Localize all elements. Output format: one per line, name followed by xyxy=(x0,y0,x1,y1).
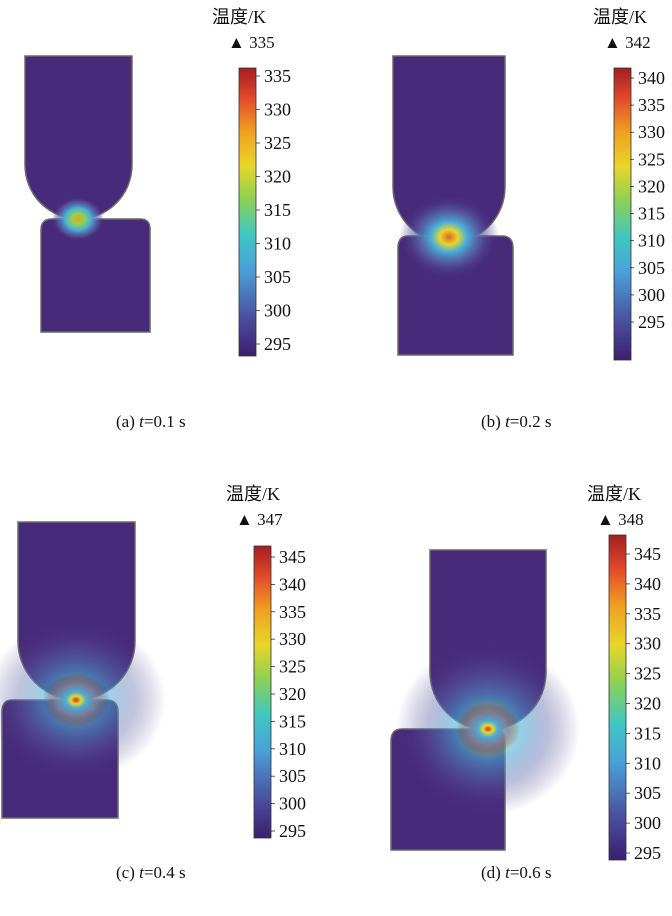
caption-a-value: =0.1 s xyxy=(143,412,186,431)
colorbar-tick-label: 320 xyxy=(279,684,306,704)
colorbar-tick-label: 325 xyxy=(279,657,306,677)
panel-c-unit-label: 温度/K xyxy=(226,484,280,504)
caption-a-prefix: (a) xyxy=(116,412,140,431)
panel-a-tick-labels: 335 330 325 320 315 310 305 300 295 xyxy=(256,66,291,354)
colorbar-tick-label: 330 xyxy=(634,634,661,654)
panel-d-tick-labels: 345 340 335 330 325 320 315 310 305 300 295 xyxy=(626,544,661,863)
colorbar-tick-label: 345 xyxy=(279,547,306,567)
panel-b-geometry xyxy=(392,55,514,356)
panel-b-unit-label: 温度/K xyxy=(593,7,647,27)
panel-a-geometry xyxy=(24,55,151,333)
colorbar-tick-label: 295 xyxy=(638,312,665,332)
colorbar-tick-label: 295 xyxy=(279,821,306,841)
caption-d-prefix: (d) xyxy=(481,863,506,882)
panel-d-geometry xyxy=(390,549,580,851)
colorbar-tick-label: 335 xyxy=(638,95,665,115)
caption-a-var: t xyxy=(139,412,144,431)
panel-c-tick-labels: 345 340 335 330 325 320 315 310 305 300 295 xyxy=(271,547,306,841)
panel-c-colorbar: 温度/K ▲ 347 345 340 335 330 325 320 315 310 305 30… xyxy=(226,484,306,841)
caption-c-var: t xyxy=(139,863,144,882)
panel-a: 温度/K ▲ 335 335 330 325 320 315 310 305 300 295 xyxy=(24,7,291,357)
colorbar-tick-label: 320 xyxy=(634,694,661,714)
panel-b-max-marker: ▲ 342 xyxy=(604,33,651,52)
panel-c-hotspot xyxy=(42,674,110,726)
panel-a-unit-label: 温度/K xyxy=(212,7,266,27)
colorbar-tick-label: 295 xyxy=(634,843,661,863)
colorbar-tick-label: 345 xyxy=(634,544,661,564)
panel-c-max-marker: ▲ 347 xyxy=(236,510,283,529)
panel-d-colorbar-bar xyxy=(608,534,627,861)
colorbar-tick-label: 310 xyxy=(279,739,306,759)
caption-b-var: t xyxy=(505,412,510,431)
colorbar-tick-label: 340 xyxy=(634,574,661,594)
caption-a: (a) t=0.1 s xyxy=(116,412,186,432)
colorbar-tick-label: 335 xyxy=(264,66,291,86)
colorbar-tick-label: 325 xyxy=(638,149,665,169)
panel-c-geometry xyxy=(0,521,166,819)
colorbar-tick-label: 300 xyxy=(264,301,291,321)
colorbar-tick-label: 335 xyxy=(634,604,661,624)
panel-b-hotspot xyxy=(399,195,499,279)
colorbar-tick-label: 305 xyxy=(264,267,291,287)
panel-d-unit-label: 温度/K xyxy=(587,484,641,504)
colorbar-tick-label: 335 xyxy=(279,602,306,622)
panel-c: 温度/K ▲ 347 345 340 335 330 325 320 315 310 305 30… xyxy=(0,484,306,841)
colorbar-tick-label: 310 xyxy=(634,753,661,773)
colorbar-tick-label: 330 xyxy=(638,122,665,142)
caption-b: (b) t=0.2 s xyxy=(481,412,552,432)
panel-a-colorbar-bar xyxy=(238,67,257,357)
colorbar-tick-label: 305 xyxy=(634,783,661,803)
caption-b-value: =0.2 s xyxy=(509,412,552,431)
caption-d: (d) t=0.6 s xyxy=(481,863,552,883)
panel-d: 温度/K ▲ 348 345 340 335 330 325 320 315 310 305 30… xyxy=(390,484,661,863)
caption-c: (c) t=0.4 s xyxy=(116,863,186,883)
colorbar-tick-label: 320 xyxy=(264,167,291,187)
colorbar-tick-label: 310 xyxy=(638,231,665,251)
panel-a-colorbar: 温度/K ▲ 335 335 330 325 320 315 310 305 300 295 xyxy=(212,7,291,357)
panel-a-max-marker: ▲ 335 xyxy=(228,33,275,52)
caption-c-value: =0.4 s xyxy=(143,863,186,882)
panel-d-hotspot xyxy=(456,703,520,755)
panel-b-tick-labels: 340 335 330 325 320 315 310 305 300 295 xyxy=(630,68,665,332)
colorbar-tick-label: 330 xyxy=(279,629,306,649)
caption-b-prefix: (b) xyxy=(481,412,506,431)
caption-c-prefix: (c) xyxy=(116,863,140,882)
colorbar-tick-label: 315 xyxy=(264,200,291,220)
panel-d-max-marker: ▲ 348 xyxy=(597,510,644,529)
panel-a-lower-body xyxy=(40,218,151,333)
colorbar-tick-label: 305 xyxy=(279,766,306,786)
panel-c-colorbar-bar xyxy=(253,545,272,839)
panel-b: 温度/K ▲ 342 340 335 330 325 320 315 310 305 300 29… xyxy=(392,7,665,361)
caption-d-value: =0.6 s xyxy=(509,863,552,882)
panel-a-upper-body xyxy=(24,55,133,220)
colorbar-tick-label: 325 xyxy=(264,133,291,153)
colorbar-tick-label: 325 xyxy=(634,664,661,684)
colorbar-tick-label: 300 xyxy=(638,285,665,305)
colorbar-tick-label: 295 xyxy=(264,334,291,354)
colorbar-tick-label: 320 xyxy=(638,176,665,196)
colorbar-tick-label: 340 xyxy=(638,68,665,88)
colorbar-tick-label: 315 xyxy=(638,204,665,224)
colorbar-tick-label: 330 xyxy=(264,100,291,120)
panel-a-hotspot xyxy=(52,197,104,241)
colorbar-tick-label: 300 xyxy=(279,794,306,814)
colorbar-tick-label: 305 xyxy=(638,258,665,278)
colorbar-tick-label: 310 xyxy=(264,234,291,254)
panel-d-colorbar: 温度/K ▲ 348 345 340 335 330 325 320 315 310 305 30… xyxy=(587,484,661,863)
colorbar-tick-label: 315 xyxy=(279,711,306,731)
colorbar-tick-label: 340 xyxy=(279,574,306,594)
panel-b-colorbar-bar xyxy=(613,67,632,361)
colorbar-tick-label: 315 xyxy=(634,723,661,743)
panel-b-colorbar: 温度/K ▲ 342 340 335 330 325 320 315 310 305 300 29… xyxy=(593,7,665,361)
colorbar-tick-label: 300 xyxy=(634,813,661,833)
caption-d-var: t xyxy=(505,863,510,882)
